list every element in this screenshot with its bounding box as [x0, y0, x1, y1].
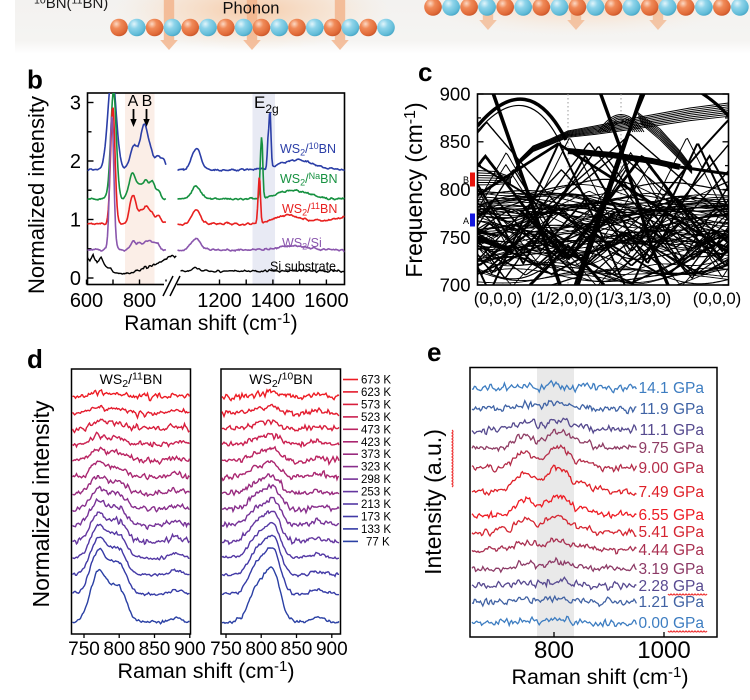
svg-text:1: 1 — [70, 210, 81, 232]
svg-text:523 K: 523 K — [361, 412, 391, 424]
svg-text:1.21 GPa: 1.21 GPa — [639, 594, 705, 611]
svg-text:B: B — [142, 93, 153, 110]
svg-text:B: B — [463, 175, 469, 185]
svg-text:5.41 GPa: 5.41 GPa — [639, 524, 705, 541]
svg-text:3.19 GPa: 3.19 GPa — [639, 561, 705, 578]
svg-text:A: A — [463, 216, 469, 226]
svg-text:Phonon: Phonon — [223, 0, 280, 18]
svg-text:Normalized intensity: Normalized intensity — [24, 96, 49, 294]
svg-text:9.75 GPa: 9.75 GPa — [639, 440, 705, 457]
svg-text:WS2/NaBN: WS2/NaBN — [280, 171, 338, 188]
svg-text:800: 800 — [440, 179, 471, 200]
svg-text:9.00 GPa: 9.00 GPa — [639, 460, 705, 477]
svg-text:(1/2,0,0): (1/2,0,0) — [531, 289, 594, 308]
svg-text:11.9 GPa: 11.9 GPa — [640, 401, 705, 418]
svg-text:133 K: 133 K — [361, 524, 391, 536]
svg-text:Raman shift (cm-1): Raman shift (cm-1) — [117, 658, 294, 683]
svg-text:423 K: 423 K — [361, 437, 391, 449]
svg-text:700: 700 — [440, 275, 471, 296]
svg-text:1000: 1000 — [637, 637, 690, 664]
svg-text:323 K: 323 K — [361, 462, 391, 474]
svg-text:2: 2 — [70, 151, 81, 173]
svg-text:Raman shift (cm-1): Raman shift (cm-1) — [511, 664, 688, 689]
svg-text:2.28 GPa: 2.28 GPa — [639, 578, 705, 595]
svg-text:11.1 GPa: 11.1 GPa — [640, 422, 705, 439]
svg-text:4.44 GPa: 4.44 GPa — [639, 542, 705, 559]
svg-text:850: 850 — [440, 131, 471, 152]
svg-text:77 K: 77 K — [366, 536, 390, 548]
svg-text:850: 850 — [281, 639, 313, 660]
svg-text:900: 900 — [440, 84, 471, 105]
svg-text:A: A — [128, 93, 139, 110]
svg-text:0: 0 — [70, 268, 81, 290]
svg-text:900: 900 — [316, 639, 348, 660]
svg-text:Frequency (cm-1): Frequency (cm-1) — [401, 102, 427, 277]
svg-text:10BN(11BN): 10BN(11BN) — [34, 0, 108, 12]
svg-text:WS2/Si: WS2/Si — [282, 236, 322, 252]
svg-text:7.49 GPa: 7.49 GPa — [639, 484, 705, 501]
svg-text:b: b — [27, 65, 43, 95]
svg-text:800: 800 — [123, 290, 156, 312]
svg-text:c: c — [418, 57, 432, 87]
svg-text:d: d — [27, 344, 43, 374]
svg-text:800: 800 — [534, 637, 574, 664]
svg-text:213 K: 213 K — [361, 499, 391, 511]
svg-text:473 K: 473 K — [361, 424, 391, 436]
svg-text:623 K: 623 K — [361, 387, 391, 399]
svg-text:1200: 1200 — [197, 290, 242, 312]
svg-text:WS2/11BN: WS2/11BN — [100, 371, 163, 391]
svg-text:Si substrate: Si substrate — [270, 260, 336, 274]
svg-text:800: 800 — [245, 639, 277, 660]
svg-text:6.55 GPa: 6.55 GPa — [639, 507, 705, 524]
svg-text:(0,0,0): (0,0,0) — [474, 289, 523, 308]
svg-text:750: 750 — [440, 227, 471, 248]
svg-text:673 K: 673 K — [361, 375, 391, 387]
svg-text:Raman shift (cm-1): Raman shift (cm-1) — [124, 310, 297, 335]
svg-text:750: 750 — [210, 639, 242, 660]
svg-text:(1/3,1/3,0): (1/3,1/3,0) — [595, 289, 672, 308]
svg-text:WS2/11BN: WS2/11BN — [282, 201, 337, 218]
svg-text:600: 600 — [70, 290, 103, 312]
svg-text:573 K: 573 K — [361, 399, 391, 411]
svg-text:(0,0,0): (0,0,0) — [693, 289, 742, 308]
svg-text:3: 3 — [70, 93, 81, 115]
svg-text:1400: 1400 — [251, 290, 296, 312]
svg-text:173 K: 173 K — [361, 512, 391, 524]
svg-text:WS2/10BN: WS2/10BN — [280, 141, 336, 158]
svg-text:800: 800 — [103, 639, 135, 660]
svg-text:e: e — [427, 337, 441, 367]
svg-text:900: 900 — [174, 639, 206, 660]
svg-text:14.1 GPa: 14.1 GPa — [639, 380, 705, 397]
svg-text:750: 750 — [68, 639, 100, 660]
svg-text:Intensity (a.u.): Intensity (a.u.) — [420, 429, 446, 575]
svg-text:298 K: 298 K — [361, 474, 391, 486]
svg-text:373 K: 373 K — [361, 449, 391, 461]
svg-text:850: 850 — [139, 639, 171, 660]
svg-text:0.00 GPa: 0.00 GPa — [639, 615, 705, 632]
svg-text:WS2/10BN: WS2/10BN — [249, 371, 312, 391]
svg-text:253 K: 253 K — [361, 487, 391, 499]
svg-text:Normalized intensity: Normalized intensity — [28, 400, 54, 608]
svg-text:1600: 1600 — [304, 290, 349, 312]
